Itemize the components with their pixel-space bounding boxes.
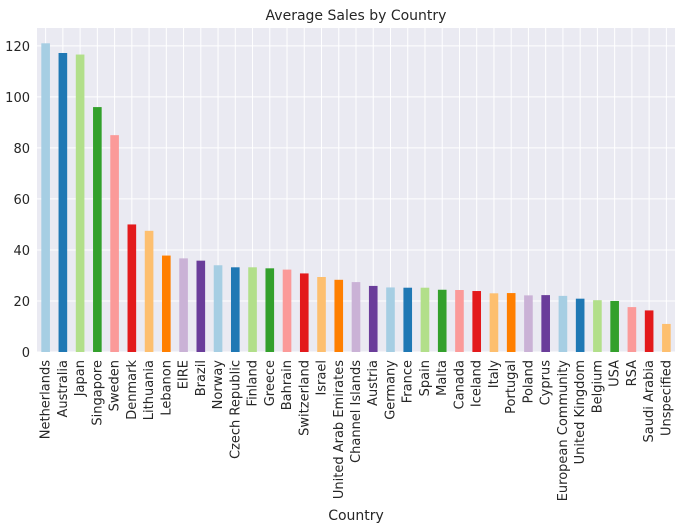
bar-finland	[248, 267, 257, 352]
bar-italy	[489, 293, 499, 352]
bar-switzerland	[299, 273, 309, 352]
bar-iceland	[472, 291, 482, 352]
x-tick-label: Portugal	[504, 360, 519, 414]
y-tick-label: 80	[13, 142, 30, 157]
y-tick-label: 100	[5, 91, 30, 106]
x-tick-label: Brazil	[194, 360, 209, 396]
x-tick-label: Malta	[435, 360, 450, 396]
y-axis-ticks: 0 20 40 60 80 100 120	[5, 40, 30, 361]
bar-greece	[265, 268, 275, 352]
y-tick-label: 0	[22, 346, 30, 361]
x-tick-label: France	[401, 360, 416, 403]
x-tick-label: Saudi Arabia	[642, 360, 657, 443]
x-tick-label: European Community	[556, 360, 571, 502]
x-tick-label: Germany	[383, 360, 398, 420]
x-tick-label: Czech Republic	[228, 360, 243, 459]
bar-austria	[368, 285, 378, 352]
bar-israel	[317, 276, 326, 352]
x-tick-label: Bahrain	[280, 360, 295, 410]
bar-eire	[179, 258, 188, 352]
x-tick-label: Unspecified	[659, 360, 674, 436]
bar-channel-islands	[351, 282, 361, 352]
x-tick-label: Lithuania	[142, 360, 157, 420]
bar-unspecified	[662, 323, 671, 352]
x-tick-label: Sweden	[108, 360, 123, 411]
x-tick-label: Israel	[315, 360, 330, 396]
bar-lebanon	[162, 255, 171, 352]
x-tick-label: Italy	[487, 360, 502, 389]
x-tick-label: Belgium	[590, 360, 605, 413]
y-tick-label: 120	[5, 40, 30, 55]
x-tick-label: Japan	[73, 360, 88, 397]
bar-usa	[610, 300, 619, 352]
y-tick-label: 40	[13, 244, 30, 259]
x-tick-label: Norway	[211, 360, 226, 410]
bar-lithuania	[144, 230, 154, 352]
x-tick-label: Iceland	[470, 360, 485, 407]
x-tick-label: Denmark	[125, 360, 140, 420]
bar-france	[403, 287, 413, 352]
bar-malta	[437, 289, 447, 352]
x-axis-label: Country	[328, 508, 384, 524]
x-tick-label: Switzerland	[297, 360, 312, 436]
x-tick-label: USA	[608, 360, 623, 387]
bar-united-arab-emirates	[334, 279, 344, 352]
bar-european-community	[558, 295, 568, 352]
bar-brazil	[196, 260, 206, 352]
bar-united-kingdom	[575, 298, 585, 352]
x-tick-label: Poland	[521, 360, 536, 403]
bar-netherlands	[41, 43, 50, 352]
bar-denmark	[127, 224, 137, 352]
x-tick-label: United Kingdom	[573, 360, 588, 464]
bar-canada	[455, 290, 464, 352]
bar-norway	[213, 265, 223, 352]
x-tick-label: Spain	[418, 360, 433, 396]
bar-poland	[524, 295, 533, 352]
x-tick-label: Lebanon	[159, 360, 174, 416]
x-tick-label: Canada	[452, 360, 467, 409]
bar-czech-republic	[230, 267, 240, 352]
bar-sweden	[110, 135, 119, 352]
bar-cyprus	[541, 295, 550, 352]
bar-spain	[420, 287, 430, 352]
bar-germany	[386, 287, 395, 352]
bars	[41, 43, 671, 353]
y-tick-label: 60	[13, 193, 30, 208]
bar-saudi-arabia	[644, 310, 654, 352]
y-tick-label: 20	[13, 295, 30, 310]
x-tick-label: Austria	[366, 360, 381, 406]
x-tick-label: Channel Islands	[349, 360, 364, 463]
x-tick-label: EIRE	[177, 360, 192, 389]
x-tick-label: United Arab Emirates	[332, 360, 347, 499]
x-tick-label: RSA	[625, 360, 640, 387]
x-tick-label: Netherlands	[39, 360, 54, 439]
bar-belgium	[593, 300, 602, 352]
bar-japan	[75, 54, 85, 352]
x-tick-label: Finland	[246, 360, 261, 406]
chart-title: Average Sales by Country	[266, 8, 447, 24]
x-tick-label: Singapore	[90, 360, 105, 426]
bar-rsa	[627, 307, 637, 352]
bar-portugal	[506, 293, 516, 352]
x-axis-ticks: Netherlands Australia Japan Singapore Sweden…	[39, 360, 675, 502]
x-tick-label: Greece	[263, 360, 278, 406]
bar-bahrain	[282, 269, 292, 352]
x-tick-label: Australia	[56, 360, 71, 418]
x-tick-label: Cyprus	[539, 360, 554, 406]
bar-australia	[58, 53, 68, 352]
bar-singapore	[93, 107, 102, 353]
